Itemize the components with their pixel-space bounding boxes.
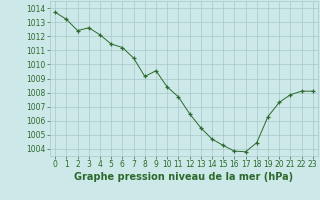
X-axis label: Graphe pression niveau de la mer (hPa): Graphe pression niveau de la mer (hPa) bbox=[75, 172, 293, 182]
